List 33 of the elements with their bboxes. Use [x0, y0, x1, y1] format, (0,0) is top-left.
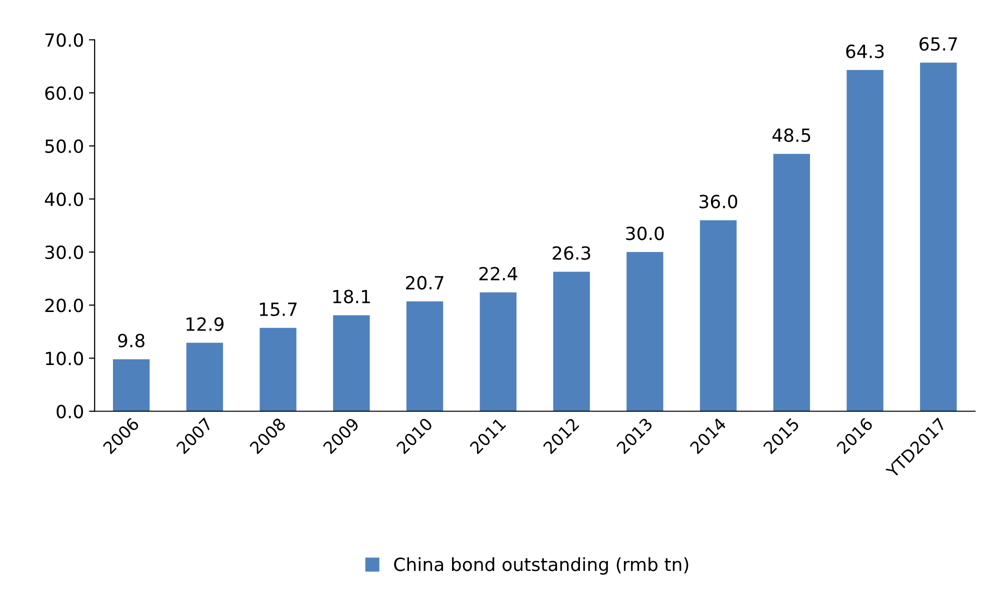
bar [920, 62, 957, 412]
data-label: 22.4 [479, 266, 518, 280]
y-tick-label: 50.0 [45, 139, 84, 154]
bar [186, 342, 224, 412]
bar [626, 252, 664, 412]
bar [846, 70, 884, 412]
y-tick-label: 10.0 [46, 352, 84, 366]
y-tick-label: 40.0 [44, 192, 84, 206]
y-tick-label: 20.0 [45, 298, 84, 312]
legend-label: China bond outstanding (rmb tn) [394, 557, 688, 575]
data-label: 65.7 [920, 37, 957, 51]
bar [553, 272, 590, 412]
y-tick-label: 60.0 [45, 86, 84, 100]
data-label: 15.7 [260, 302, 297, 316]
y-tick-label: 0.0 [56, 404, 84, 418]
bar [700, 220, 737, 412]
bar [112, 359, 150, 412]
bar [480, 292, 517, 412]
bar [333, 315, 370, 412]
y-tick-label: 30.0 [45, 246, 84, 260]
data-label: 20.7 [406, 276, 444, 290]
data-label: 9.8 [118, 334, 144, 348]
y-tick-label: 70.0 [45, 33, 84, 47]
data-label: 12.9 [186, 317, 224, 331]
data-label: 48.5 [772, 128, 810, 142]
data-label: 18.1 [333, 290, 370, 304]
data-label: 36.0 [700, 194, 738, 208]
data-label: 64.3 [846, 44, 884, 58]
data-label: 30.0 [626, 226, 664, 240]
bar [773, 154, 810, 412]
bar [406, 301, 444, 412]
bar [260, 328, 296, 412]
data-label: 26.3 [552, 246, 590, 260]
